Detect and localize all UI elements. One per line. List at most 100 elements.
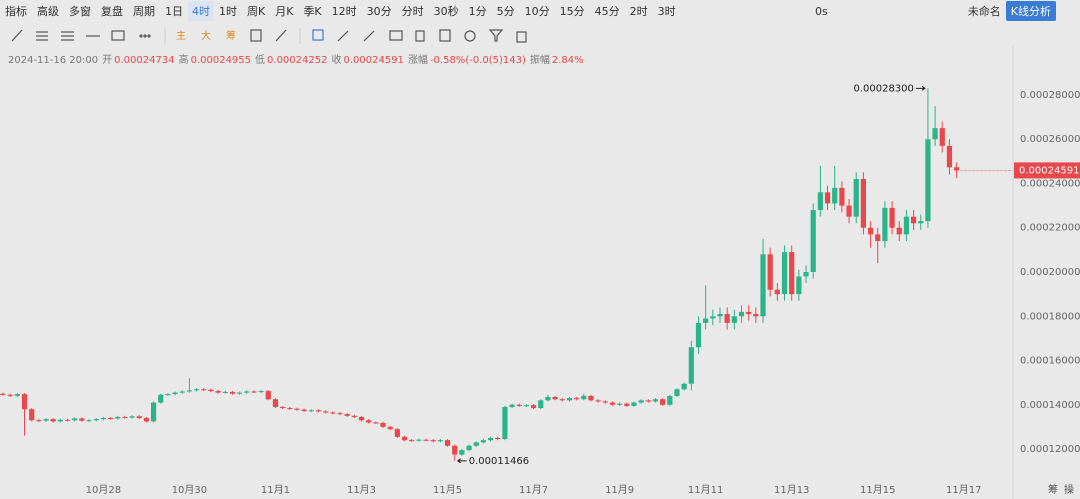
interval-button[interactable]: 30分 bbox=[366, 5, 392, 18]
candle-body bbox=[746, 311, 752, 315]
y-tick-label: 0.00026000 bbox=[1020, 134, 1080, 145]
toolbar: 指标 高级 多窗 复盘 周期 1日 4时 1时 周K 月K 季K 12时 30分 分时 30秒 1分 5分 10分… bbox=[0, 0, 1080, 22]
candle-body bbox=[796, 276, 802, 295]
interval-button[interactable]: 1分 bbox=[468, 5, 487, 18]
layout-name[interactable]: 未命名 bbox=[967, 5, 1001, 18]
interval-button[interactable]: 5分 bbox=[496, 5, 515, 18]
candle-body bbox=[459, 450, 465, 455]
interval-button[interactable]: 15分 bbox=[559, 5, 585, 18]
tool-button[interactable]: 周期 bbox=[133, 5, 155, 18]
interval-button[interactable]: 12时 bbox=[331, 5, 357, 18]
interval-button[interactable]: 10分 bbox=[524, 5, 550, 18]
candle-body bbox=[530, 405, 537, 409]
candle-body bbox=[918, 221, 924, 224]
candle-body bbox=[688, 347, 694, 384]
candle-body bbox=[158, 394, 164, 403]
candle-body bbox=[287, 408, 293, 410]
info-value: 0.00024734 bbox=[114, 55, 175, 66]
x-tick-label: 11月17 bbox=[946, 484, 981, 496]
candle-body bbox=[373, 422, 379, 424]
footer-button[interactable]: 筹 bbox=[1048, 483, 1058, 496]
candle-body bbox=[208, 389, 214, 392]
tool-button[interactable]: 指标 bbox=[5, 5, 27, 18]
interval-button[interactable]: 2时 bbox=[629, 5, 648, 18]
candle-body bbox=[129, 416, 135, 418]
candle-body bbox=[251, 391, 257, 393]
candle-body bbox=[265, 391, 271, 400]
candle-body bbox=[860, 179, 866, 228]
info-label: 振幅 bbox=[529, 55, 550, 66]
info-label: 开 bbox=[102, 55, 113, 66]
candle-body bbox=[731, 316, 737, 323]
candle-body bbox=[351, 415, 357, 417]
interval-button[interactable]: 3时 bbox=[657, 5, 676, 18]
candle-body bbox=[910, 216, 917, 224]
candle-body bbox=[237, 392, 243, 394]
candle-body bbox=[423, 439, 429, 441]
candle-body bbox=[143, 418, 149, 422]
candle-body bbox=[409, 440, 415, 442]
candle-body bbox=[122, 416, 128, 418]
y-tick-label: 0.00018000 bbox=[1020, 311, 1080, 322]
candle-body bbox=[366, 420, 372, 423]
x-tick-label: 11月5 bbox=[433, 484, 462, 496]
candle-body bbox=[337, 413, 343, 415]
candle-body bbox=[229, 391, 236, 394]
x-tick-label: 11月13 bbox=[774, 484, 809, 496]
candle-body bbox=[201, 389, 207, 391]
candle-body bbox=[932, 128, 938, 140]
candle-body bbox=[437, 440, 443, 442]
candle-body bbox=[480, 440, 486, 443]
candle-body bbox=[0, 393, 6, 395]
candle-body bbox=[7, 394, 13, 396]
candle-body bbox=[925, 139, 931, 222]
indicator-button[interactable]: 筹 bbox=[226, 29, 236, 42]
candle-body bbox=[660, 399, 666, 405]
candle-body bbox=[258, 391, 264, 393]
candle-body bbox=[72, 418, 78, 421]
candle-body bbox=[523, 405, 530, 407]
tool-button[interactable]: 高级 bbox=[37, 5, 59, 18]
footer-button[interactable]: 操 bbox=[1064, 483, 1074, 496]
candle-body bbox=[401, 436, 408, 441]
candle-body bbox=[64, 419, 71, 421]
interval-button[interactable]: 45分 bbox=[594, 5, 620, 18]
candle-body bbox=[810, 210, 816, 272]
indicator-button[interactable]: 大 bbox=[201, 29, 211, 42]
info-label: 涨幅 bbox=[407, 55, 428, 66]
candle-body bbox=[330, 412, 336, 414]
tool-button[interactable]: 多窗 bbox=[69, 5, 91, 18]
candle-body bbox=[875, 234, 881, 242]
candle-body bbox=[638, 400, 644, 403]
interval-button[interactable]: 季K bbox=[303, 5, 322, 18]
candle-body bbox=[903, 216, 910, 235]
candle-body bbox=[301, 409, 307, 411]
interval-button[interactable]: 分时 bbox=[401, 5, 424, 18]
tool-button[interactable]: 复盘 bbox=[101, 5, 123, 18]
candle-body bbox=[115, 416, 121, 419]
last-price-box bbox=[1014, 162, 1080, 179]
interval-button[interactable]: 周K bbox=[247, 5, 266, 18]
y-tick-label: 0.00014000 bbox=[1020, 400, 1080, 411]
candle-body bbox=[624, 403, 630, 406]
candle-body bbox=[681, 383, 687, 390]
interval-button[interactable]: 1时 bbox=[219, 5, 237, 18]
analysis-button[interactable]: K线分析 bbox=[1005, 1, 1056, 21]
interval-button[interactable]: 30秒 bbox=[433, 5, 459, 18]
y-tick-label: 0.00020000 bbox=[1020, 267, 1080, 278]
interval-button[interactable]: 4时 bbox=[188, 1, 214, 21]
candle-body bbox=[193, 389, 200, 391]
candle-body bbox=[57, 419, 63, 422]
y-tick-label: 0.00012000 bbox=[1020, 444, 1080, 455]
info-label: 高 bbox=[178, 55, 189, 66]
last-price-label: 0.00024591 bbox=[1019, 165, 1079, 176]
info-value: 0.00024591 bbox=[343, 55, 404, 66]
interval-button[interactable]: 月K bbox=[275, 5, 294, 18]
candle-body bbox=[559, 399, 565, 401]
candle-body bbox=[738, 311, 745, 317]
indicator-button[interactable]: 主 bbox=[176, 30, 186, 42]
interval-button[interactable]: 1日 bbox=[165, 5, 183, 18]
candle-body bbox=[839, 187, 845, 206]
candle-body bbox=[495, 437, 501, 440]
candle-body bbox=[502, 406, 508, 440]
